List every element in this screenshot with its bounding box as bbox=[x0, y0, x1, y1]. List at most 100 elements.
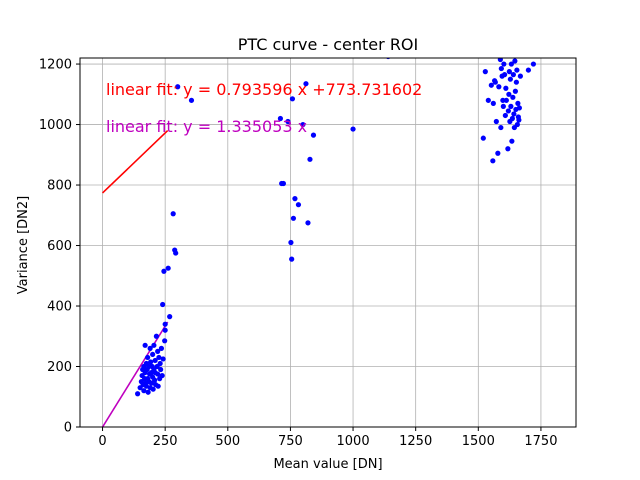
data-point bbox=[506, 69, 512, 75]
data-point bbox=[505, 108, 511, 114]
x-tick-label: 1250 bbox=[399, 434, 432, 449]
data-point bbox=[170, 211, 176, 217]
data-point bbox=[280, 180, 287, 187]
data-point bbox=[514, 67, 520, 73]
data-point bbox=[480, 135, 486, 141]
data-point bbox=[285, 118, 291, 125]
y-tick-label: 200 bbox=[47, 360, 72, 375]
data-point bbox=[160, 301, 166, 308]
data-point bbox=[497, 58, 503, 63]
data-point bbox=[510, 94, 516, 100]
data-layer bbox=[101, 58, 537, 427]
data-point bbox=[492, 79, 498, 85]
data-point bbox=[310, 132, 317, 138]
data-point bbox=[158, 345, 165, 351]
x-axis-label: Mean value [DN] bbox=[273, 457, 382, 472]
data-point bbox=[150, 351, 156, 358]
data-point bbox=[142, 342, 148, 348]
fit-annotation-1: linear fit: y = 0.793596 x +773.731602 bbox=[106, 80, 422, 99]
data-point bbox=[295, 202, 302, 208]
data-point bbox=[490, 158, 496, 164]
data-point bbox=[503, 97, 509, 103]
data-point bbox=[506, 91, 512, 97]
data-point bbox=[482, 69, 488, 75]
data-point bbox=[148, 359, 154, 365]
data-point bbox=[141, 388, 147, 394]
data-point bbox=[498, 65, 504, 72]
x-tick-label: 750 bbox=[278, 434, 303, 449]
data-point bbox=[155, 383, 161, 389]
data-point bbox=[157, 360, 163, 367]
data-point bbox=[160, 356, 166, 362]
data-point bbox=[152, 377, 158, 383]
data-point bbox=[145, 389, 151, 395]
data-point bbox=[162, 338, 168, 344]
data-point bbox=[488, 82, 494, 88]
data-point bbox=[493, 118, 499, 125]
data-point bbox=[512, 58, 518, 64]
axes-frame bbox=[79, 57, 577, 428]
data-point bbox=[505, 146, 511, 152]
data-point bbox=[509, 115, 515, 122]
data-point bbox=[516, 105, 522, 111]
data-point bbox=[152, 357, 158, 364]
data-point bbox=[159, 372, 165, 379]
data-point bbox=[501, 61, 507, 67]
data-point bbox=[150, 386, 156, 392]
data-point bbox=[173, 250, 179, 256]
data-point bbox=[512, 88, 518, 94]
data-point bbox=[513, 79, 519, 85]
y-tick-label: 600 bbox=[47, 239, 72, 254]
data-point bbox=[498, 124, 504, 131]
data-point bbox=[289, 96, 296, 102]
data-point bbox=[167, 314, 173, 320]
x-tick-label: 250 bbox=[153, 434, 178, 449]
data-point bbox=[300, 121, 306, 128]
data-point bbox=[507, 76, 513, 82]
x-tick-label: 1500 bbox=[462, 434, 495, 449]
data-point bbox=[508, 103, 514, 109]
y-tick-label: 800 bbox=[47, 179, 72, 194]
data-point bbox=[288, 239, 294, 246]
data-point bbox=[509, 138, 515, 144]
data-point bbox=[303, 81, 309, 87]
plot-area: 0 250 500 750 1000 1250 1500 1750 0 200 400 600 800 1… bbox=[39, 57, 577, 449]
data-point bbox=[514, 121, 520, 128]
data-point bbox=[151, 342, 157, 348]
data-point bbox=[156, 354, 162, 361]
data-point bbox=[155, 371, 161, 377]
y-tick-label: 0 bbox=[64, 421, 72, 436]
fit-line-2 bbox=[101, 321, 169, 427]
x-tick-label: 1000 bbox=[337, 434, 370, 449]
data-point bbox=[485, 97, 491, 103]
fit-annotation-2: linear fit: y = 1.335053 x bbox=[106, 117, 307, 136]
x-tick-label: 0 bbox=[98, 434, 106, 449]
data-point bbox=[496, 84, 502, 90]
data-point bbox=[158, 366, 164, 373]
data-point bbox=[148, 380, 154, 386]
data-point bbox=[516, 117, 522, 123]
x-tick-label: 1750 bbox=[524, 434, 557, 449]
x-tick-label: 500 bbox=[215, 434, 240, 449]
data-point bbox=[500, 103, 506, 109]
data-point bbox=[503, 85, 509, 91]
data-point bbox=[162, 321, 168, 327]
data-point bbox=[495, 150, 501, 156]
data-point bbox=[145, 354, 151, 361]
data-point bbox=[502, 72, 508, 78]
data-point bbox=[175, 84, 181, 90]
data-point bbox=[510, 72, 516, 78]
data-point bbox=[305, 220, 311, 226]
data-point bbox=[530, 61, 537, 67]
data-point bbox=[508, 61, 514, 67]
y-tick-label: 1000 bbox=[39, 118, 72, 133]
data-point bbox=[135, 391, 141, 397]
data-point bbox=[153, 333, 160, 339]
data-point bbox=[289, 256, 295, 262]
fit-line-1 bbox=[101, 129, 169, 194]
data-point bbox=[525, 67, 532, 73]
data-point bbox=[147, 345, 153, 351]
data-point bbox=[350, 126, 356, 132]
